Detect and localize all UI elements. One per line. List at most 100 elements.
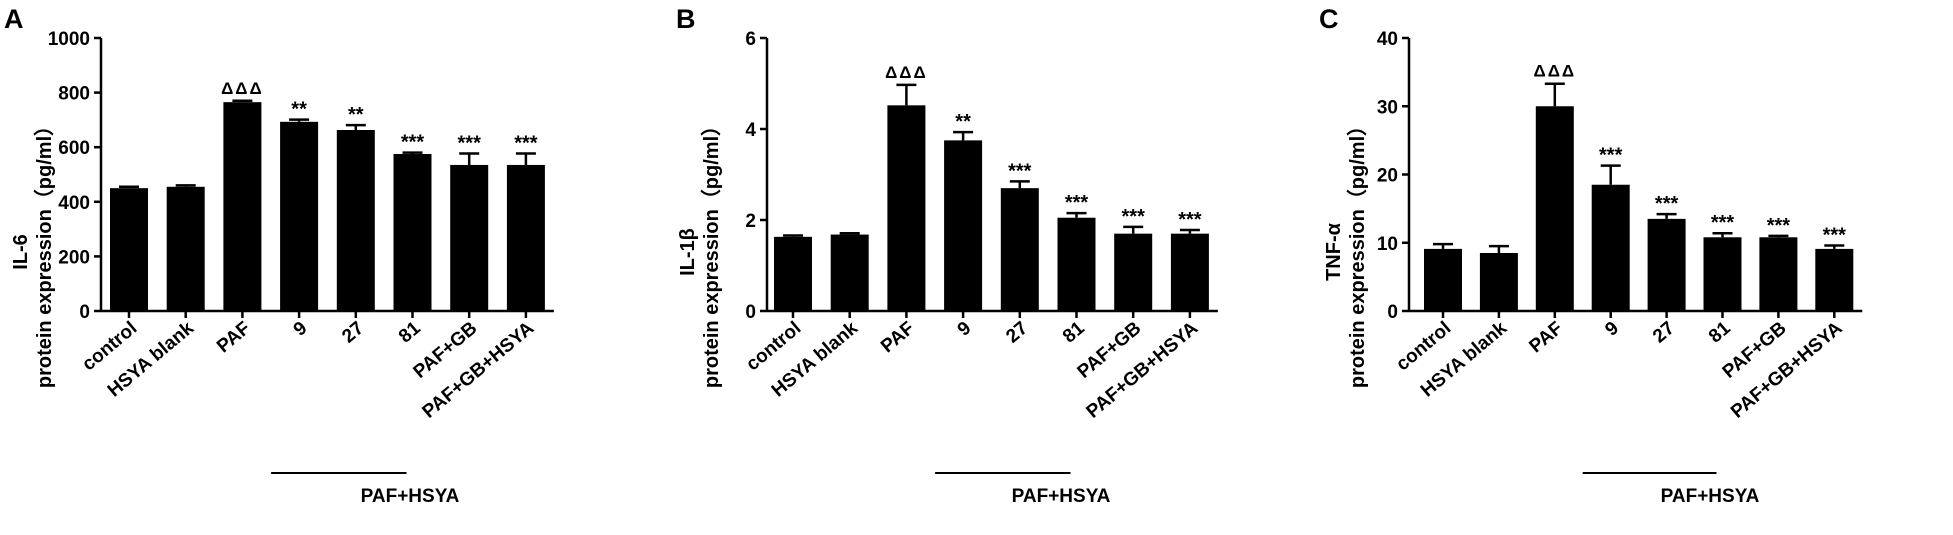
y-tick-label: 6 <box>745 29 756 50</box>
group-label: PAF+HSYA <box>1661 486 1760 507</box>
category-label: 81 <box>1705 317 1735 347</box>
bar <box>1703 237 1742 311</box>
error-bar <box>839 231 860 235</box>
error-bar <box>783 234 803 237</box>
bar <box>1114 233 1153 311</box>
y-tick-label: 10 <box>1377 234 1398 255</box>
bar <box>1057 217 1096 311</box>
error-bar <box>459 152 480 165</box>
significance-label: *** <box>1599 145 1623 167</box>
y-tick-label: 40 <box>1377 29 1398 50</box>
bar <box>1000 188 1039 311</box>
panel-letter: C <box>1319 4 1339 34</box>
bar <box>280 121 319 311</box>
significance-label: ** <box>291 99 307 121</box>
y-tick-label: 800 <box>58 84 90 105</box>
bar <box>944 140 983 311</box>
error-bar <box>1656 212 1677 219</box>
y-axis-label-units: protein expression（pg/ml） <box>33 116 56 388</box>
category-label: 9 <box>290 318 312 341</box>
y-axis-label-name: TNF-α <box>1323 222 1345 281</box>
bar <box>336 130 375 311</box>
bar <box>1647 218 1686 311</box>
error-bar <box>289 118 310 122</box>
panel-letter: B <box>676 4 696 34</box>
error-bar <box>345 123 366 131</box>
significance-label: ** <box>955 111 971 133</box>
error-bar <box>1066 211 1087 218</box>
category-label: 27 <box>1649 318 1679 348</box>
y-tick-label: 0 <box>745 302 756 323</box>
y-tick-label: 400 <box>58 193 90 214</box>
bar <box>393 154 432 311</box>
category-label: 9 <box>1601 318 1623 341</box>
bar <box>450 164 489 311</box>
category-label: 27 <box>338 318 368 348</box>
significance-label: *** <box>401 132 425 154</box>
category-label: 81 <box>1059 317 1089 347</box>
significance-label: ΔΔΔ <box>1533 62 1576 81</box>
bar <box>506 164 545 311</box>
category-label: PAF <box>1525 318 1567 358</box>
y-axis-label-name: IL-6 <box>10 234 32 270</box>
significance-label: *** <box>1178 209 1202 231</box>
significance-label: ΔΔΔ <box>885 63 928 82</box>
bar <box>887 105 926 311</box>
bar <box>110 188 148 311</box>
error-bar <box>1600 164 1621 185</box>
y-axis-label-units: protein expression（pg/ml） <box>1346 116 1369 388</box>
bar <box>830 234 869 311</box>
y-tick-label: 200 <box>58 247 90 268</box>
category-label: 9 <box>954 318 976 341</box>
error-bar <box>1488 244 1509 253</box>
error-bar <box>1768 234 1789 238</box>
y-axis-label-name: IL-1β <box>677 228 699 276</box>
y-tick-label: 600 <box>58 138 90 159</box>
bar <box>774 236 812 311</box>
error-bar <box>1544 82 1565 107</box>
y-tick-label: 1000 <box>48 29 90 50</box>
bar <box>1815 248 1854 311</box>
significance-label: *** <box>458 132 482 154</box>
error-bar <box>1433 242 1453 249</box>
error-bar <box>953 130 974 141</box>
category-label: PAF <box>877 318 919 358</box>
error-bar <box>1123 225 1144 234</box>
panel-c: C TNF-α protein expression（pg/ml） PAF+HS… <box>1319 4 1863 507</box>
significance-label: *** <box>1065 192 1089 214</box>
category-label: 27 <box>1002 318 1032 348</box>
group-label: PAF+HSYA <box>361 486 460 507</box>
bar <box>223 102 262 311</box>
bar <box>1424 248 1462 311</box>
category-label: 81 <box>395 317 425 347</box>
error-bar <box>1824 244 1845 249</box>
y-tick-label: 30 <box>1377 97 1398 118</box>
bar <box>166 186 205 311</box>
bar <box>1591 184 1630 311</box>
error-bar <box>1179 228 1200 234</box>
bar <box>1535 106 1574 311</box>
significance-label: *** <box>1767 215 1791 237</box>
y-tick-label: 0 <box>1387 302 1398 323</box>
group-label: PAF+HSYA <box>1012 486 1111 507</box>
error-bar <box>1712 231 1733 238</box>
significance-label: ΔΔΔ <box>221 79 264 98</box>
y-tick-label: 0 <box>79 302 90 323</box>
y-tick-label: 4 <box>745 120 756 141</box>
error-bar <box>119 185 139 189</box>
panel-letter: A <box>4 4 24 34</box>
category-label: PAF <box>213 318 255 358</box>
error-bar <box>232 99 253 103</box>
bar <box>1479 252 1518 311</box>
y-tick-label: 20 <box>1377 166 1398 187</box>
significance-label: *** <box>1008 160 1032 182</box>
error-bar <box>175 184 196 187</box>
error-bar <box>515 152 536 165</box>
error-bar <box>402 151 423 155</box>
significance-label: *** <box>1655 193 1679 215</box>
panel-a: A IL-6 protein expression（pg/ml） PAF+HSY… <box>4 4 554 507</box>
significance-label: *** <box>1823 224 1847 246</box>
significance-label: *** <box>514 132 538 154</box>
bar <box>1759 237 1798 311</box>
